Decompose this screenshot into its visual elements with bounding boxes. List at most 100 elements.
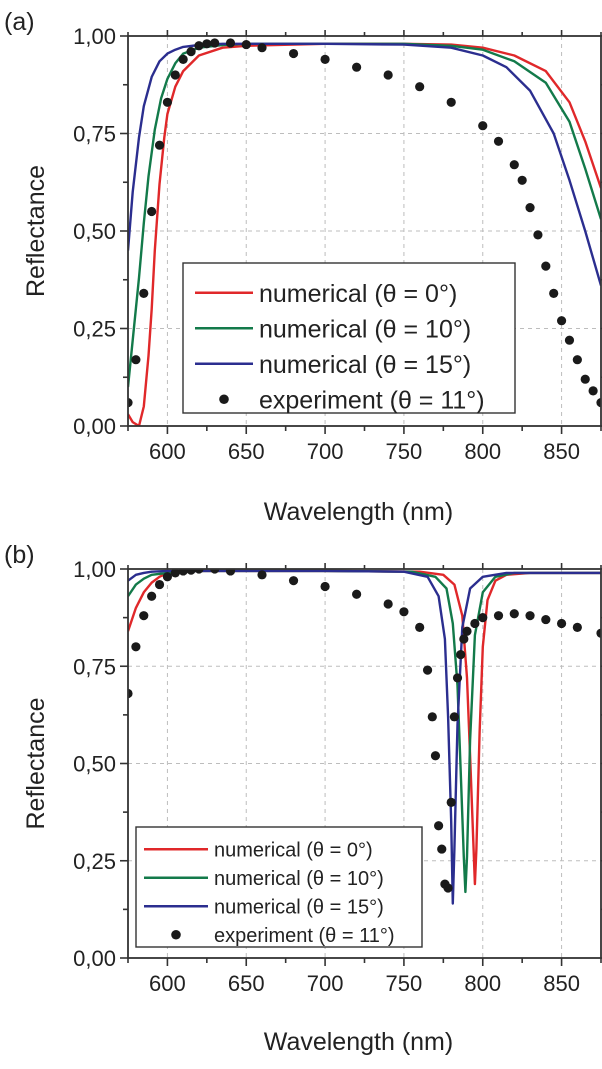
data-point xyxy=(533,230,543,240)
legend-label: numerical (θ = 10°) xyxy=(214,868,384,890)
data-point xyxy=(139,611,149,621)
data-point xyxy=(210,569,220,574)
data-point xyxy=(509,160,519,170)
data-point xyxy=(456,649,466,660)
data-point xyxy=(470,618,480,629)
data-point xyxy=(434,821,444,831)
y-tick-label: 0,25 xyxy=(73,317,116,342)
data-point xyxy=(459,634,469,644)
data-point xyxy=(147,591,157,601)
panel-tag: (a) xyxy=(4,8,35,36)
y-tick-label: 0,25 xyxy=(73,849,116,874)
series-line xyxy=(128,569,601,886)
data-point xyxy=(596,398,601,408)
data-point xyxy=(257,43,267,53)
legend-item: numerical (θ = 15°) xyxy=(144,896,384,918)
legend-marker-dot xyxy=(171,929,181,940)
y-tick-label: 1,00 xyxy=(73,24,116,49)
legend-item: numerical (θ = 10°) xyxy=(144,868,384,890)
series-line xyxy=(128,42,601,388)
data-point xyxy=(430,751,441,761)
data-point xyxy=(580,374,590,384)
series-line xyxy=(128,569,601,894)
data-point xyxy=(352,62,362,72)
data-point xyxy=(288,48,299,59)
x-tick-label: 600 xyxy=(149,439,186,464)
data-point xyxy=(525,203,535,213)
data-point xyxy=(517,175,527,185)
x-tick-label: 650 xyxy=(228,439,265,464)
legend-item: numerical (θ = 0°) xyxy=(144,839,373,861)
y-axis-label: Reflectance xyxy=(22,165,50,297)
y-axis-label: Reflectance xyxy=(22,697,50,829)
panel-a: (a) 600 650 700 750 800 850 0,00 0,25 0,50 0,75 1,0… xyxy=(4,8,602,526)
series-experiment xyxy=(128,569,601,893)
data-point xyxy=(154,140,165,150)
x-tick-label: 750 xyxy=(386,971,423,996)
data-point xyxy=(131,355,141,365)
legend-marker-dot xyxy=(219,394,229,405)
data-point xyxy=(178,569,188,576)
data-point xyxy=(478,121,488,131)
data-point xyxy=(162,572,173,582)
data-point xyxy=(162,97,173,107)
data-point xyxy=(170,70,180,80)
y-tick-label: 0,50 xyxy=(73,752,116,777)
data-point xyxy=(128,688,133,699)
x-tick-label: 850 xyxy=(543,439,580,464)
data-point xyxy=(415,622,425,632)
data-point xyxy=(446,797,456,808)
series-line xyxy=(128,569,601,905)
data-point xyxy=(194,41,204,51)
data-point xyxy=(549,288,559,298)
data-point xyxy=(493,136,504,146)
data-point xyxy=(449,712,459,722)
y-tick-label: 0,75 xyxy=(73,654,116,679)
data-point xyxy=(452,673,463,683)
y-tick-label: 0,00 xyxy=(73,414,116,439)
x-tick-label: 650 xyxy=(228,971,265,996)
data-point xyxy=(415,82,425,92)
data-point xyxy=(588,386,598,396)
legend-label: numerical (θ = 0°) xyxy=(259,280,457,308)
legend-item: numerical (θ = 15°) xyxy=(195,351,471,379)
legend-box xyxy=(182,262,516,414)
data-point xyxy=(288,576,299,586)
plot-area xyxy=(128,38,601,426)
x-tick-label: 750 xyxy=(386,439,423,464)
x-tick-label: 600 xyxy=(149,971,186,996)
y-tick-label: 1,00 xyxy=(73,557,116,582)
data-point xyxy=(257,570,267,580)
data-point xyxy=(572,355,582,365)
data-point xyxy=(186,569,196,575)
data-point xyxy=(139,288,149,298)
data-point xyxy=(437,844,447,854)
data-point xyxy=(320,581,330,592)
y-tick-label: 0,00 xyxy=(73,946,116,971)
legend-box xyxy=(135,826,423,948)
data-point xyxy=(383,70,393,80)
data-point xyxy=(225,38,236,48)
series-line xyxy=(128,42,601,426)
data-point xyxy=(186,47,196,57)
data-point xyxy=(525,611,535,621)
data-point xyxy=(399,607,409,617)
data-point xyxy=(131,642,141,652)
x-axis-label: Wavelength (nm) xyxy=(264,498,453,526)
series-experiment xyxy=(128,38,601,408)
data-point xyxy=(478,613,488,623)
data-point xyxy=(170,569,180,578)
legend-label: numerical (θ = 0°) xyxy=(214,839,373,861)
y-tick-label: 0,50 xyxy=(73,219,116,244)
data-point xyxy=(541,261,551,271)
data-point xyxy=(564,335,575,345)
legend: numerical (θ = 0°) numerical (θ = 10°) num… xyxy=(135,826,423,948)
data-point xyxy=(541,614,551,625)
x-axis-label: Wavelength (nm) xyxy=(264,1028,453,1056)
data-point xyxy=(210,38,220,48)
data-point xyxy=(422,665,433,675)
x-tick-label: 800 xyxy=(464,971,501,996)
x-tick-label: 700 xyxy=(307,439,344,464)
panel-b: (b) 600 650 700 750 800 850 0,00 0,25 0,50 0,75 1,0… xyxy=(4,541,602,1056)
